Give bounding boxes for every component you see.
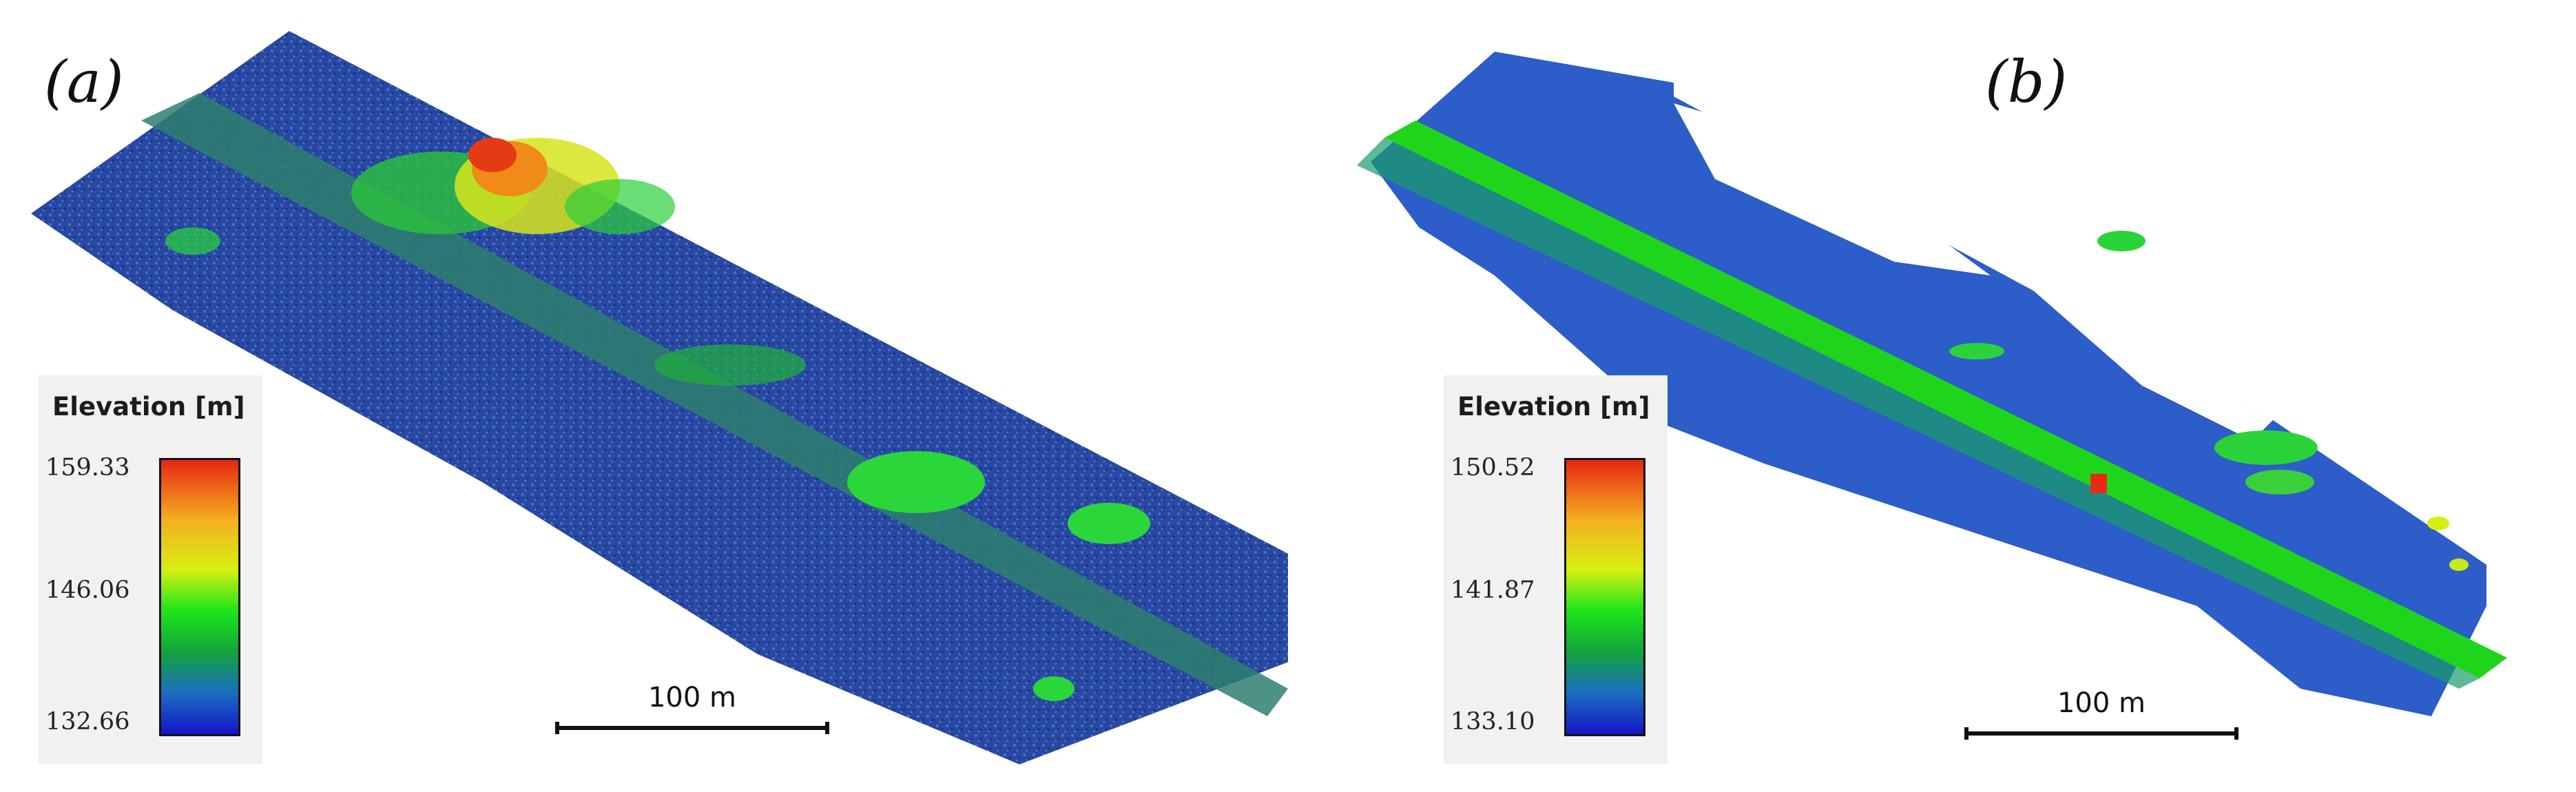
panel-label-a: (a) xyxy=(44,48,124,116)
panel-b: (b) Elevation [m] 150.52 141.87 133.10 1… xyxy=(1288,0,2576,792)
colorbar xyxy=(1564,458,1645,736)
road-band-b xyxy=(1384,121,2507,678)
legend-max: 150.52 xyxy=(1451,454,1535,481)
elevation-legend-a: Elevation [m] 159.33 146.06 132.66 xyxy=(39,375,262,764)
legend-mid: 141.87 xyxy=(1451,576,1535,604)
legend-min: 133.10 xyxy=(1451,708,1535,736)
vegetation-a xyxy=(165,138,1150,701)
point-cloud-b xyxy=(1357,52,2507,716)
vegetation-b xyxy=(1949,231,2469,571)
scale-label: 100 m xyxy=(2057,687,2146,719)
panel-label-b: (b) xyxy=(1985,48,2068,116)
legend-mid: 146.06 xyxy=(45,576,130,604)
legend-min: 132.66 xyxy=(45,708,130,736)
point-cloud-a xyxy=(31,31,1288,764)
legend-title: Elevation [m] xyxy=(52,392,245,421)
scale-bar-b: 100 m xyxy=(1964,687,2239,742)
scale-label: 100 m xyxy=(647,682,737,713)
panel-a: (a) Elevation [m] 159.33 146.06 132.66 1… xyxy=(31,31,1288,764)
colorbar xyxy=(159,458,240,736)
legend-title: Elevation [m] xyxy=(1457,392,1650,421)
elevation-legend-b: Elevation [m] 150.52 141.87 133.10 xyxy=(1444,375,1668,764)
scale-bar-a: 100 m xyxy=(555,682,829,737)
legend-max: 159.33 xyxy=(45,454,130,481)
road-band-a xyxy=(141,93,1288,716)
